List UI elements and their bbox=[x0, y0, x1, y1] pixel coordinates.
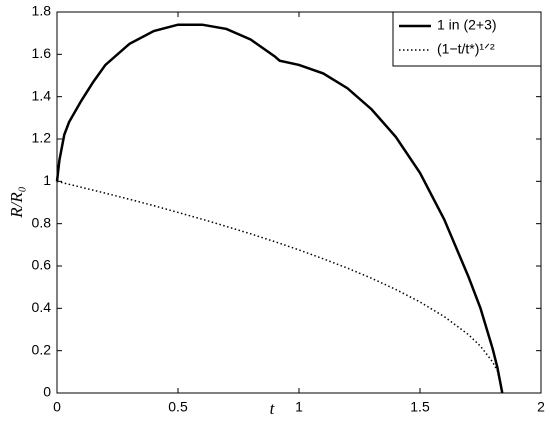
y-tick-label: 1 bbox=[43, 172, 51, 188]
line-series bbox=[55, 23, 504, 394]
x-tick-label: 2 bbox=[537, 399, 545, 415]
x-tick-label: 0 bbox=[53, 399, 61, 415]
x-tick-label: 1.5 bbox=[410, 399, 430, 415]
y-tick-label: 0.6 bbox=[32, 257, 52, 273]
line-series bbox=[56, 180, 504, 394]
y-tick-label: 0.8 bbox=[32, 214, 52, 230]
x-tick-label: 0.5 bbox=[168, 399, 188, 415]
legend-box bbox=[392, 11, 542, 67]
y-tick-label: 1.2 bbox=[32, 130, 52, 146]
x-tick-label: 1 bbox=[295, 399, 303, 415]
legend-label: (1−t/t*)¹ᐟ² bbox=[437, 41, 495, 57]
y-axis-label: R/R₀ bbox=[7, 186, 26, 218]
y-tick-label: 0.4 bbox=[32, 299, 52, 315]
y-tick-label: 1.8 bbox=[32, 3, 52, 19]
legend-label: 1 in (2+3) bbox=[437, 17, 497, 33]
y-tick-label: 0.2 bbox=[32, 341, 52, 357]
y-tick-label: 0 bbox=[43, 384, 51, 400]
y-tick-label: 1.4 bbox=[32, 87, 52, 103]
plot-area bbox=[56, 11, 542, 394]
x-axis-label: t bbox=[270, 399, 276, 418]
y-tick-label: 1.6 bbox=[32, 45, 52, 61]
